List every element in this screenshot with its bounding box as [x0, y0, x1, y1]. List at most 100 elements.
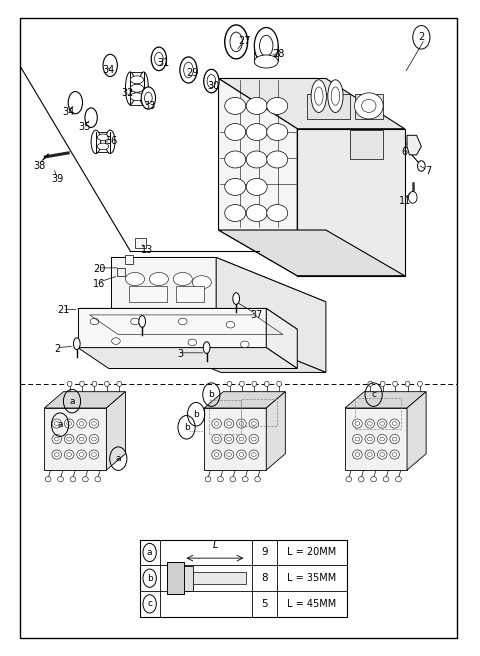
Ellipse shape [367, 422, 372, 426]
Ellipse shape [377, 450, 387, 459]
Ellipse shape [83, 477, 88, 482]
Ellipse shape [130, 93, 144, 100]
Ellipse shape [73, 338, 80, 350]
Ellipse shape [207, 75, 216, 88]
Ellipse shape [392, 453, 397, 457]
Ellipse shape [214, 437, 219, 441]
Polygon shape [407, 135, 421, 155]
Ellipse shape [230, 477, 236, 482]
Ellipse shape [367, 453, 372, 457]
Ellipse shape [233, 293, 240, 304]
Ellipse shape [204, 70, 219, 93]
Bar [117, 268, 124, 276]
Ellipse shape [249, 434, 259, 443]
Bar [167, 562, 183, 594]
Bar [355, 94, 383, 119]
Ellipse shape [184, 62, 193, 78]
Ellipse shape [367, 437, 372, 441]
Ellipse shape [396, 477, 401, 482]
Ellipse shape [392, 422, 397, 426]
Ellipse shape [392, 437, 397, 441]
Polygon shape [345, 392, 426, 408]
Text: b: b [184, 422, 190, 432]
Polygon shape [107, 392, 125, 470]
Text: 32: 32 [121, 88, 134, 98]
Ellipse shape [89, 419, 99, 428]
Polygon shape [111, 257, 216, 328]
Ellipse shape [249, 419, 259, 428]
Ellipse shape [371, 477, 376, 482]
Text: 35: 35 [79, 122, 91, 132]
Text: 37: 37 [251, 310, 263, 320]
Ellipse shape [239, 422, 244, 426]
Ellipse shape [239, 453, 244, 457]
Ellipse shape [173, 272, 192, 285]
Text: 27: 27 [239, 35, 251, 45]
Ellipse shape [225, 151, 246, 168]
Ellipse shape [408, 192, 417, 203]
Polygon shape [266, 392, 285, 470]
Text: 21: 21 [57, 305, 70, 316]
Ellipse shape [79, 422, 84, 426]
Polygon shape [111, 257, 326, 302]
Bar [129, 285, 168, 302]
Text: b: b [147, 574, 153, 583]
Text: 33: 33 [143, 101, 156, 111]
Ellipse shape [139, 316, 145, 327]
Ellipse shape [79, 437, 84, 441]
Ellipse shape [246, 178, 267, 195]
Ellipse shape [390, 434, 399, 443]
Ellipse shape [383, 477, 389, 482]
Polygon shape [218, 79, 405, 129]
Ellipse shape [67, 453, 72, 457]
Ellipse shape [246, 123, 267, 140]
Ellipse shape [97, 143, 109, 150]
Ellipse shape [355, 422, 360, 426]
Ellipse shape [77, 450, 86, 459]
Ellipse shape [205, 477, 211, 482]
Polygon shape [218, 79, 297, 276]
Text: L = 45MM: L = 45MM [288, 599, 336, 609]
Ellipse shape [390, 450, 399, 459]
Ellipse shape [311, 80, 326, 112]
Ellipse shape [125, 72, 135, 104]
Ellipse shape [377, 419, 387, 428]
Polygon shape [44, 392, 125, 408]
Polygon shape [216, 257, 326, 373]
Text: 36: 36 [105, 136, 117, 146]
Ellipse shape [277, 381, 281, 386]
Ellipse shape [54, 453, 59, 457]
Ellipse shape [239, 437, 244, 441]
Text: 31: 31 [157, 58, 170, 68]
Polygon shape [78, 308, 297, 329]
Polygon shape [204, 408, 266, 470]
Ellipse shape [255, 477, 261, 482]
Bar [241, 399, 277, 426]
Ellipse shape [79, 453, 84, 457]
Text: a: a [57, 420, 63, 429]
Text: 11: 11 [398, 195, 411, 205]
Bar [176, 285, 204, 302]
Ellipse shape [227, 422, 231, 426]
Ellipse shape [380, 422, 384, 426]
Text: L = 20MM: L = 20MM [288, 548, 336, 558]
Ellipse shape [264, 381, 269, 386]
Ellipse shape [380, 381, 385, 386]
Ellipse shape [254, 55, 278, 68]
Ellipse shape [77, 434, 86, 443]
Ellipse shape [155, 52, 163, 66]
Text: 16: 16 [93, 279, 105, 289]
Ellipse shape [92, 453, 96, 457]
Text: 6: 6 [402, 147, 408, 157]
Ellipse shape [314, 87, 323, 105]
Bar [135, 238, 145, 249]
Ellipse shape [267, 97, 288, 114]
Ellipse shape [45, 477, 51, 482]
Text: c: c [147, 600, 152, 608]
Ellipse shape [346, 477, 352, 482]
Bar [140, 540, 348, 617]
Ellipse shape [58, 477, 63, 482]
Ellipse shape [130, 85, 144, 92]
Ellipse shape [89, 434, 99, 443]
Ellipse shape [80, 381, 84, 386]
